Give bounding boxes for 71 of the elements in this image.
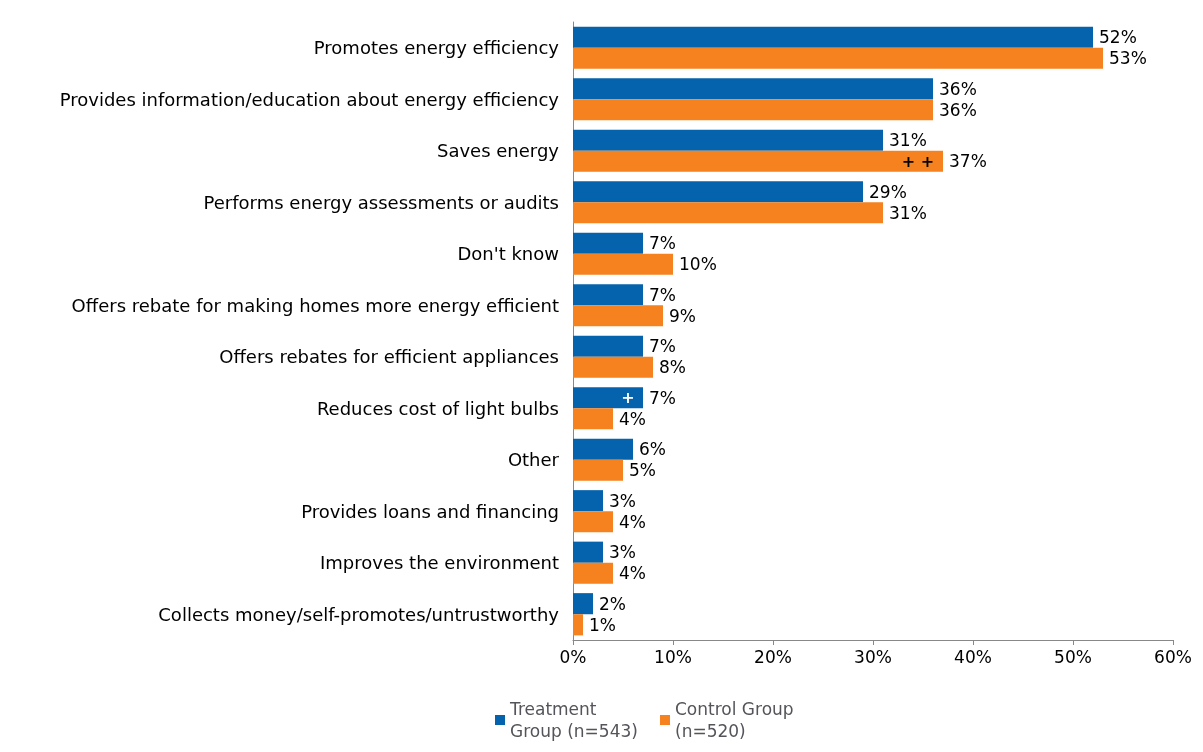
x-tick-label: 50% [1054,646,1092,667]
y-tick-label: Provides loans and financing [301,500,559,522]
data-label: 3% [609,542,636,563]
x-tick-label: 60% [1154,646,1192,667]
data-label: 36% [939,78,977,99]
x-tick-label: 30% [854,646,892,667]
bar [573,541,603,563]
data-label: 31% [889,130,927,151]
bar [573,253,673,275]
x-tick-label: 40% [954,646,992,667]
bar [573,438,633,460]
data-label: 7% [649,387,676,408]
data-label: 9% [669,305,696,326]
bar [573,47,1103,69]
legend-label: Control Group (n=520) [675,699,800,741]
annotation: + [621,388,635,408]
bar [573,408,613,430]
bar [573,232,643,254]
data-label: 7% [649,233,676,254]
bar [573,335,643,357]
bar [573,459,623,481]
bar [573,614,583,636]
bar [573,356,653,378]
data-label: 7% [649,336,676,357]
data-label: 1% [589,614,616,635]
bar [573,150,943,172]
y-tick-label: Collects money/self-promotes/untrustworthy [158,603,560,625]
annotation: + + [901,151,935,171]
x-tick-label: 10% [654,646,692,667]
data-label: 37% [949,151,987,172]
bar [573,202,883,224]
data-label: 8% [659,357,686,378]
bar [573,305,663,327]
data-label: 7% [649,284,676,305]
bar [573,387,643,409]
data-label: 29% [869,181,907,202]
bar [573,284,643,306]
bar [573,129,883,151]
data-label: 6% [639,439,666,460]
y-tick-label: Promotes energy efficiency [313,37,560,59]
data-label: 52% [1099,27,1137,48]
bar [573,593,593,615]
bar [573,99,933,121]
y-tick-label: Offers rebates for efficient appliances [219,346,559,368]
x-tick-label: 20% [754,646,792,667]
y-tick-label: Other [507,449,560,471]
data-label: 10% [679,254,717,275]
data-label: 36% [939,99,977,120]
legend-label: Treatment Group (n=543) [509,699,638,741]
bar [573,562,613,584]
y-tick-label: Improves the environment [319,552,559,574]
data-label: 4% [619,563,646,584]
y-tick-label: Performs energy assessments or audits [203,191,559,213]
bar [573,78,933,100]
y-tick-label: Saves energy [436,140,560,162]
data-label: 5% [629,460,656,481]
y-tick-label: Provides information/education about energy efficiency [59,88,560,110]
data-label: 31% [889,202,927,223]
data-label: 4% [619,408,646,429]
bar [573,490,603,512]
data-label: 53% [1109,48,1147,69]
y-tick-label: Don't know [457,243,559,265]
data-label: 3% [609,490,636,511]
y-tick-label: Reduces cost of light bulbs [316,397,559,419]
x-tick-label: 0% [559,646,587,667]
data-label: 4% [619,511,646,532]
data-label: 2% [599,593,626,614]
bar [573,26,1093,48]
bar [573,181,863,203]
bar [573,511,613,533]
y-tick-label: Offers rebate for making homes more energy efficient [71,294,559,316]
